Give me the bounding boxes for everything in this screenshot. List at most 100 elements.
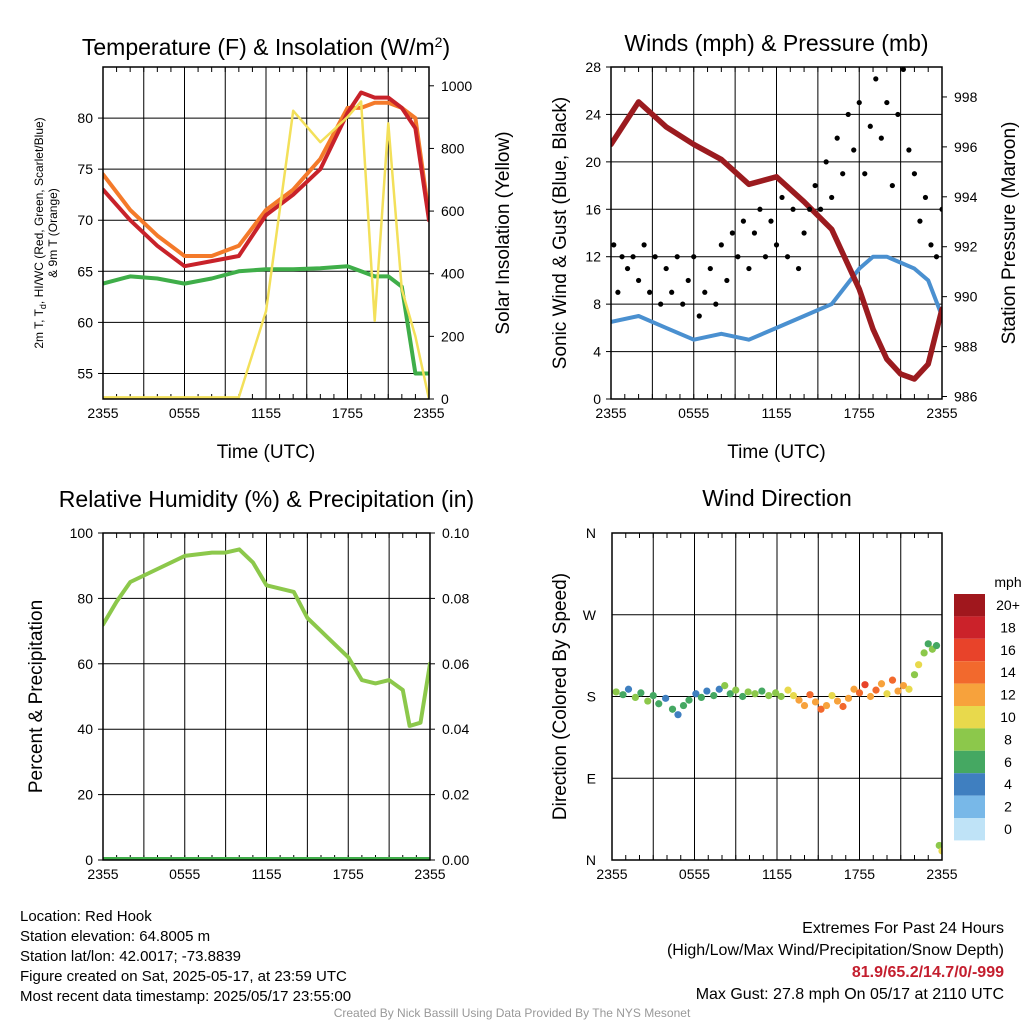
y2-tick-label: 1000 (441, 78, 472, 94)
plot-frame (611, 532, 943, 861)
gust-point (713, 301, 719, 307)
colorbar-swatch (954, 661, 985, 684)
gust-point (773, 242, 780, 248)
direction-point (619, 691, 627, 699)
gust-point (818, 206, 824, 212)
colorbar-swatch (954, 616, 985, 639)
y2-tick-label: 200 (441, 328, 465, 344)
x-tick-label: 1155 (762, 866, 792, 882)
y-tick-label: 60 (77, 314, 93, 330)
panel-title: Winds (mph) & Pressure (mb) (624, 30, 928, 56)
y-tick-label: N (586, 525, 596, 541)
relative-humidity-line (103, 547, 430, 728)
x-tick-label: 2355 (414, 866, 445, 882)
gust-point (807, 206, 813, 212)
y2-tick-label: 990 (954, 289, 978, 305)
direction-point (637, 689, 645, 697)
station-latlon: Station lat/lon: 42.0017; -73.8839 (20, 948, 242, 965)
direction-point (715, 685, 723, 693)
series-group (103, 547, 430, 860)
direction-point (668, 705, 677, 713)
y-tick-label: 70 (77, 212, 93, 228)
colorbar-label: 4 (1004, 776, 1012, 792)
y2-tick-label: 0.10 (442, 525, 469, 541)
y-tick-label: 4 (593, 344, 601, 360)
series-group (611, 67, 942, 382)
direction-point (710, 691, 718, 700)
direction-point (703, 687, 711, 695)
y-tick-label: 65 (77, 263, 93, 279)
extremes-subtitle: (High/Low/Max Wind/Precipitation/Snow De… (666, 942, 1004, 959)
y-tick-label: 100 (70, 525, 94, 541)
y2-tick-label: 400 (441, 266, 465, 282)
direction-point (644, 697, 652, 705)
gust-point (652, 254, 658, 260)
direction-point (850, 685, 858, 693)
gust-point (790, 206, 796, 212)
plot-frame (102, 532, 431, 861)
direction-point (844, 694, 853, 702)
gust-point (669, 289, 675, 295)
gust-point (917, 218, 923, 224)
x-tick-label: 1755 (333, 866, 364, 882)
direction-point (795, 696, 803, 704)
x-tick-label: 1755 (844, 405, 875, 421)
gust-point (878, 135, 884, 141)
gust-point (829, 194, 835, 201)
x-tick-label: 0555 (679, 866, 710, 882)
gust-point (611, 242, 617, 248)
colorbar-label: 0 (1004, 821, 1012, 837)
direction-point (866, 692, 875, 701)
gust-point (851, 147, 857, 153)
colorbar-label: 2 (1004, 799, 1012, 815)
plot-frame (102, 66, 430, 400)
y2-tick-label: 0.00 (442, 852, 469, 868)
figure-canvas: Temperature (F) & Insolation (W/m2)2355 0… (26, 30, 1022, 882)
gust-point (729, 230, 735, 236)
direction-point (765, 691, 773, 700)
gust-point (724, 277, 730, 284)
direction-point (932, 642, 941, 650)
gust-point (823, 159, 829, 165)
gust-point (680, 301, 686, 307)
direction-point (817, 705, 825, 713)
y2-tick-label: 996 (954, 139, 978, 155)
gust-point (624, 265, 631, 272)
gust-point (635, 277, 642, 284)
gust-point (795, 265, 802, 272)
gust-point (762, 254, 769, 260)
colorbar-label: 10 (1000, 709, 1016, 725)
direction-point (697, 693, 705, 702)
y-tick-label: W (583, 607, 597, 623)
y-tick-label: 75 (77, 161, 93, 177)
colorbar-label: 18 (1000, 619, 1016, 635)
max-gust: Max Gust: 27.8 mph On 05/17 at 2110 UTC (695, 986, 1004, 1003)
y-tick-label: 16 (585, 201, 601, 217)
colorbar-label: 20+ (996, 597, 1020, 613)
gust-point (691, 254, 697, 260)
direction-point (726, 690, 734, 698)
direction-point (739, 692, 747, 701)
direction-point (784, 686, 792, 694)
gust-point (911, 171, 918, 177)
y2-tick-label: 600 (441, 203, 465, 219)
series-group (612, 640, 942, 855)
y-tick-label: 80 (77, 110, 93, 126)
colorbar-label: 8 (1004, 731, 1012, 747)
direction-point (624, 685, 633, 693)
y-tick-label: E (587, 770, 596, 786)
gust-point (702, 289, 708, 295)
y2-tick-label: 800 (441, 140, 465, 156)
gust-point (845, 111, 851, 118)
direction-point (915, 661, 923, 669)
y-axis-label: Percent & Precipitation (26, 600, 47, 793)
gust-point (718, 242, 724, 248)
gust-point (906, 147, 912, 153)
colorbar-swatch (954, 683, 985, 706)
x-tick-label: 1755 (332, 405, 363, 421)
x-axis-label: Time (UTC) (217, 442, 316, 463)
gust-point (630, 254, 636, 260)
y2-tick-label: 994 (954, 189, 978, 205)
direction-point (655, 700, 663, 708)
